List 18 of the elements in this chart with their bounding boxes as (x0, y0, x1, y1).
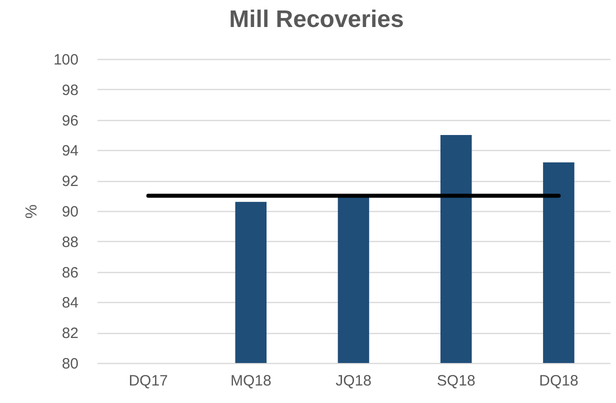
y-tick-label: 96 (62, 112, 78, 130)
y-tick-label: 94 (62, 142, 78, 160)
y-tick-label: 90 (62, 204, 78, 220)
y-tick-label: 82 (62, 325, 78, 342)
x-tick-label: MQ18 (230, 372, 272, 390)
x-tick-label: JQ18 (336, 372, 372, 390)
y-tick-label: 98 (62, 82, 78, 99)
y-tick-label: 88 (62, 234, 78, 251)
y-tick-label: 100 (53, 52, 78, 68)
y-tick-label: 84 (62, 294, 78, 312)
x-tick-label: SQ18 (436, 372, 476, 390)
y-tick-label: 80 (62, 356, 78, 372)
x-tick-label: DQ17 (128, 372, 168, 390)
chart-title: Mill Recoveries (229, 6, 404, 33)
x-tick-label: DQ18 (539, 372, 578, 390)
y-tick-label: 86 (62, 264, 78, 282)
y-tick-label: 92 (62, 173, 78, 190)
y-axis-title: % (23, 204, 40, 219)
